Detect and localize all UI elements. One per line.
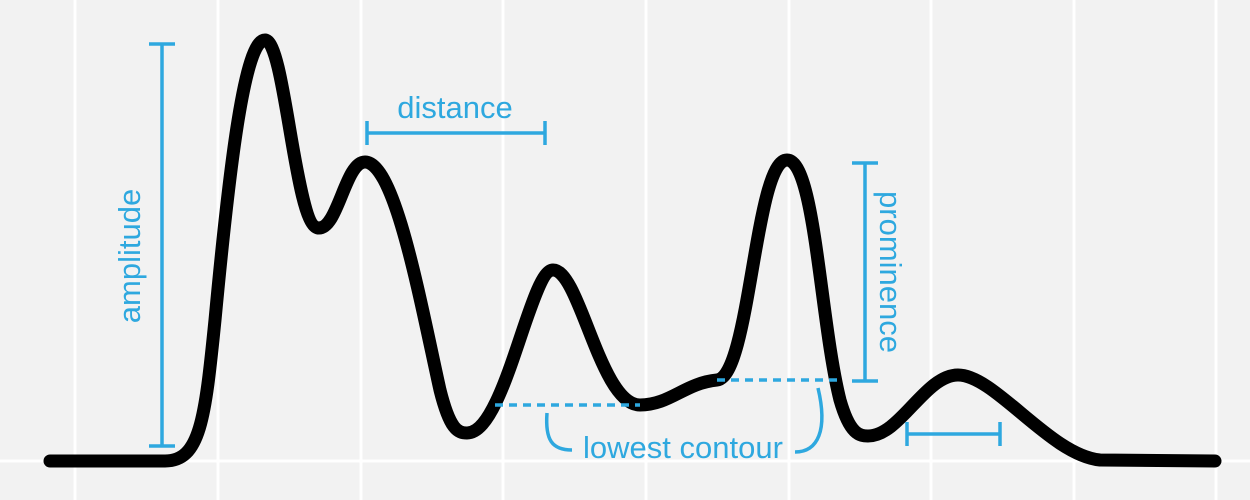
- amplitude-label: amplitude: [112, 189, 147, 323]
- contour-pointer-right: [794, 387, 824, 454]
- contour-pointer-left: [544, 412, 573, 452]
- prominence-label: prominence: [873, 191, 908, 353]
- lowest-contour-label: lowest contour: [583, 430, 783, 465]
- annotations: [149, 42, 1002, 454]
- distance-label: distance: [397, 90, 512, 125]
- signal-curve: [43, 33, 1222, 468]
